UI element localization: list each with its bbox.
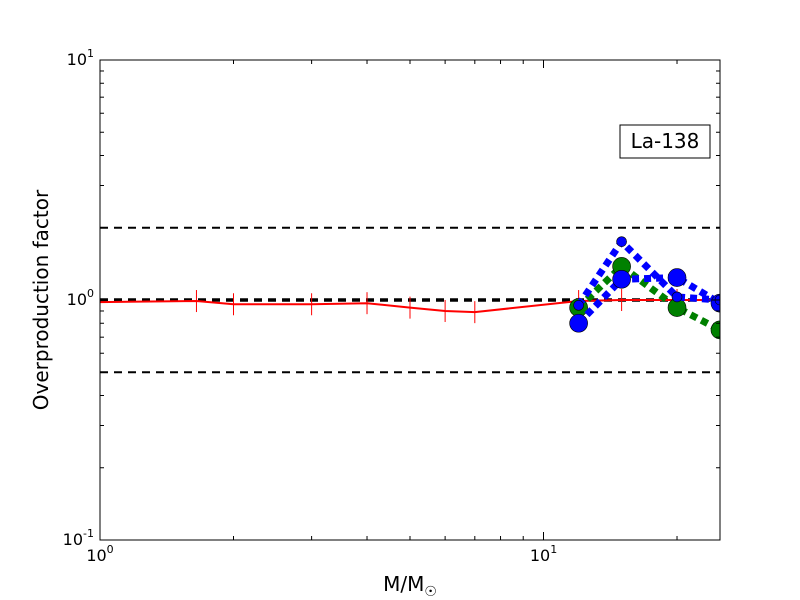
x-axis-label-subscript: ☉ xyxy=(424,584,437,600)
annotation-label: La-138 xyxy=(631,129,700,153)
series-line-2 xyxy=(576,274,720,326)
series-line-3 xyxy=(575,236,720,308)
data-point xyxy=(671,291,683,303)
x-axis-label: M/M☉ xyxy=(383,572,437,600)
data-point xyxy=(569,313,588,333)
data-point xyxy=(612,269,631,289)
series-line-1 xyxy=(576,261,720,334)
series-3 xyxy=(573,236,720,311)
x-tick-label: 101 xyxy=(530,543,557,565)
data-point xyxy=(667,268,687,287)
y-tick-label: 101 xyxy=(67,47,94,69)
y-axis-label: Overproduction factor xyxy=(29,189,53,410)
data-point xyxy=(710,320,720,340)
series-line-0 xyxy=(100,299,720,314)
y-tick-label: 100 xyxy=(67,287,94,309)
data-point xyxy=(573,300,584,311)
data-point xyxy=(616,236,627,247)
x-tick-label: 100 xyxy=(86,543,113,565)
y-tick-label: 10-1 xyxy=(63,527,94,549)
annotation-box: La-138 xyxy=(619,124,711,159)
